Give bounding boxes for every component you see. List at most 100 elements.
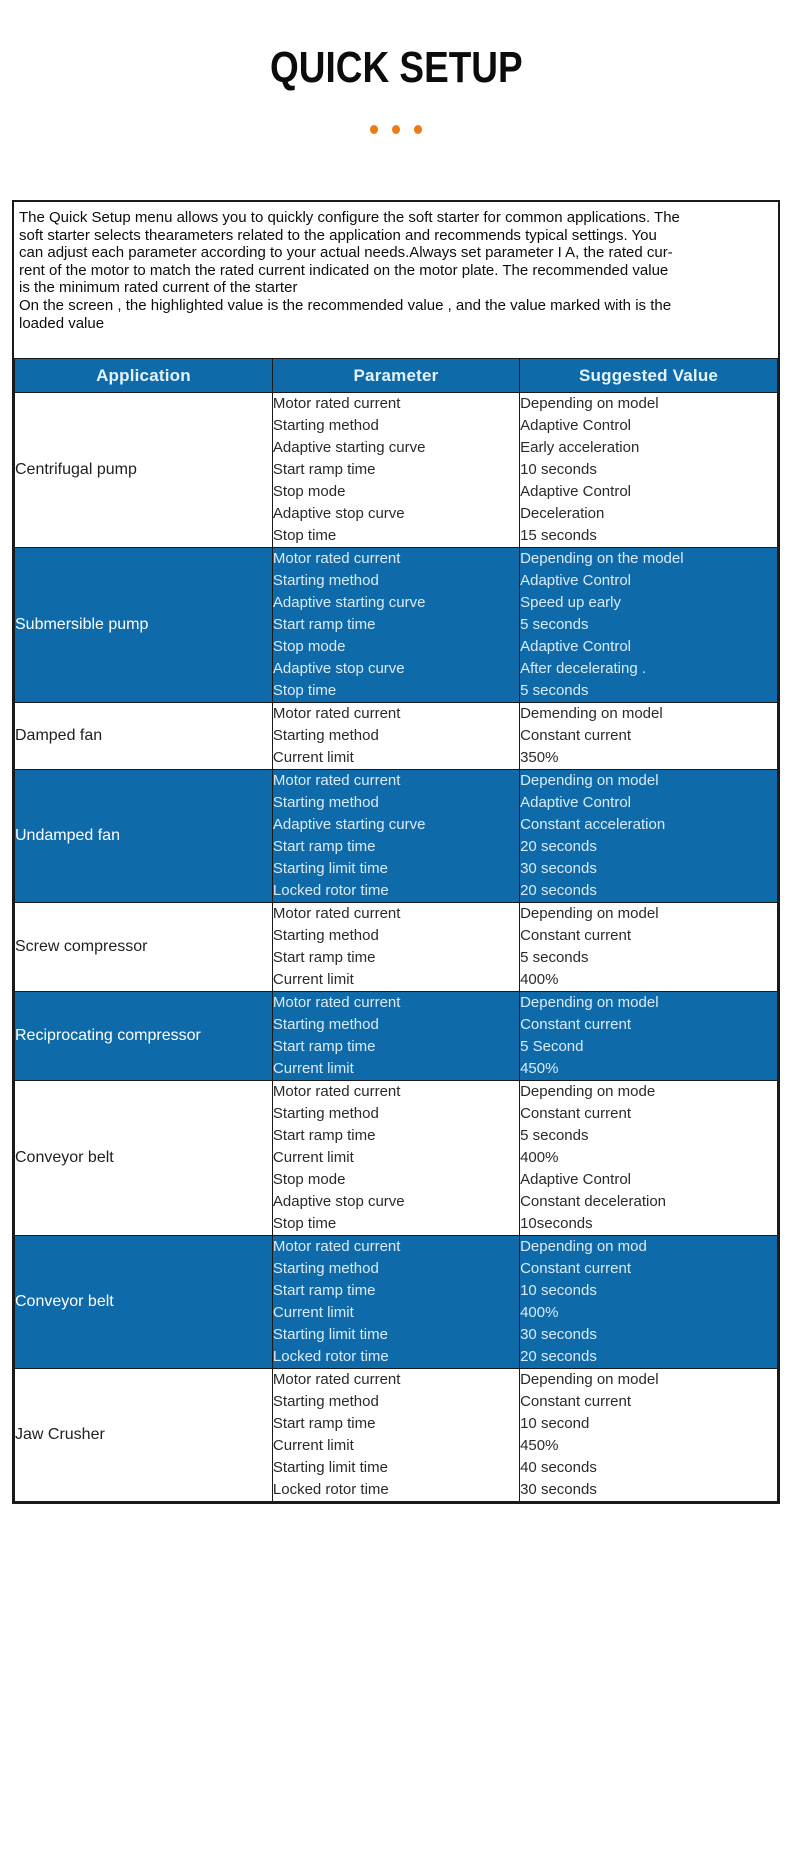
parameter-line: Starting method	[272, 417, 379, 435]
parameter-line: Motor rated current	[272, 395, 401, 413]
parameter-line: Starting limit time	[272, 1326, 388, 1344]
table-header-row: Application Parameter Suggested Value	[14, 358, 778, 394]
parameter-line: Starting method	[272, 572, 379, 590]
application-name: Jaw Crusher	[15, 1426, 105, 1444]
parameter-line: Motor rated current	[272, 1238, 401, 1256]
parameter-line: Motor rated current	[272, 905, 401, 923]
parameter-line: Adaptive stop curve	[272, 660, 405, 678]
parameter-line: Motor rated current	[272, 1371, 401, 1389]
value-line: 400%	[520, 1149, 559, 1167]
parameter-line: Locked rotor time	[272, 1481, 389, 1499]
parameter-line: Stop time	[272, 682, 337, 700]
page-title: QUICK SETUP	[0, 46, 792, 90]
parameter-line: Current limit	[272, 1060, 354, 1078]
table-row: Jaw Crusher Motor rated current Starting m…	[14, 1368, 778, 1503]
parameter-line: Start ramp time	[272, 1038, 376, 1056]
intro-line: is the minimum rated current of the star…	[19, 279, 298, 297]
value-line: Adaptive Control	[520, 794, 631, 812]
value-line: Constant current	[520, 727, 631, 745]
application-name: Submersible pump	[15, 616, 149, 634]
value-line: Constant current	[520, 1105, 631, 1123]
intro-line: soft starter selects thearameters relate…	[19, 226, 657, 244]
parameter-line: Motor rated current	[272, 772, 401, 790]
parameter-line: Starting limit time	[272, 860, 388, 878]
suggested-value-cell: Depending on model Constant current 10 sec…	[519, 1368, 778, 1503]
parameter-line: Current limit	[272, 1149, 354, 1167]
table-row: Submersible pump Motor rated current Start…	[14, 547, 778, 704]
table-row: Conveyor belt Motor rated current Starting…	[14, 1080, 778, 1237]
parameter-cell: Motor rated current Starting method Start …	[271, 1235, 521, 1370]
value-line: Speed up early	[520, 594, 621, 612]
value-line: Depending on model	[520, 905, 659, 923]
suggested-value-cell: Depending on mode Constant current 5 secon…	[519, 1080, 778, 1237]
value-line: 5 seconds	[520, 682, 589, 700]
parameter-cell: Motor rated current Starting method Start …	[271, 1080, 521, 1237]
parameter-line: Start ramp time	[272, 949, 376, 967]
application-cell: Jaw Crusher	[14, 1368, 273, 1503]
application-cell: Undamped fan	[14, 769, 273, 904]
value-line: 40 seconds	[520, 1459, 597, 1477]
parameter-line: Current limit	[272, 749, 354, 767]
parameter-line: Motor rated current	[272, 1083, 401, 1101]
table-body: Centrifugal pump Motor rated current Start…	[14, 392, 778, 1503]
parameter-line: Stop time	[272, 527, 337, 545]
value-line: After decelerating .	[520, 660, 646, 678]
value-line: 10 second	[520, 1415, 590, 1433]
parameter-line: Locked rotor time	[272, 882, 389, 900]
application-cell: Conveyor belt	[14, 1080, 273, 1237]
value-line: 20 seconds	[520, 1348, 597, 1366]
value-line: Depending on model	[520, 994, 659, 1012]
value-line: Constant acceleration	[520, 816, 666, 834]
application-name: Reciprocating compressor	[15, 1027, 201, 1045]
suggested-value-cell: Depending on model Constant current 5 Seco…	[519, 991, 778, 1082]
parameter-line: Motor rated current	[272, 550, 401, 568]
parameter-line: Stop mode	[272, 638, 346, 656]
dot-icon	[414, 124, 422, 134]
parameter-line: Stop mode	[272, 483, 346, 501]
parameter-line: Stop time	[272, 1215, 337, 1233]
value-line: 20 seconds	[520, 838, 597, 856]
parameter-line: Starting method	[272, 794, 379, 812]
value-line: 30 seconds	[520, 1481, 597, 1499]
value-line: Depending on mod	[520, 1238, 647, 1256]
table-row: Conveyor belt Motor rated current Starting…	[14, 1235, 778, 1370]
value-line: 5 Second	[520, 1038, 584, 1056]
content-panel: The Quick Setup menu allows you to quick…	[12, 200, 780, 1505]
parameter-line: Start ramp time	[272, 1127, 376, 1145]
value-line: Adaptive Control	[520, 417, 631, 435]
value-line: Constant deceleration	[520, 1193, 667, 1211]
value-line: 450%	[520, 1060, 559, 1078]
value-line: 15 seconds	[520, 527, 597, 545]
page-title-text: QUICK SETUP	[269, 43, 523, 92]
parameter-line: Starting method	[272, 1260, 379, 1278]
value-line: Early acceleration	[520, 439, 640, 457]
value-line: 5 seconds	[520, 616, 589, 634]
value-line: Depending on the model	[520, 550, 684, 568]
suggested-value-cell: Depending on the model Adaptive Control Sp…	[519, 547, 778, 704]
application-name: Screw compressor	[15, 938, 148, 956]
value-line: 450%	[520, 1437, 559, 1455]
dot-icon	[392, 124, 400, 134]
application-name: Damped fan	[15, 727, 103, 745]
value-line: Deceleration	[520, 505, 605, 523]
value-line: Adaptive Control	[520, 572, 631, 590]
parameter-line: Motor rated current	[272, 994, 401, 1012]
parameter-line: Starting limit time	[272, 1459, 388, 1477]
parameter-line: Current limit	[272, 971, 354, 989]
parameter-line: Adaptive stop curve	[272, 1193, 405, 1211]
value-line: Depending on model	[520, 395, 659, 413]
column-header-suggested-value: Suggested Value	[519, 358, 778, 394]
value-line: 20 seconds	[520, 882, 597, 900]
intro-line: The Quick Setup menu allows you to quick…	[19, 209, 680, 226]
parameter-cell: Motor rated current Starting method Start …	[271, 902, 521, 993]
value-line: 30 seconds	[520, 1326, 597, 1344]
application-cell: Submersible pump	[14, 547, 273, 704]
suggested-value-cell: Depending on model Adaptive Control Consta…	[519, 769, 778, 904]
intro-text: The Quick Setup menu allows you to quick…	[14, 202, 778, 332]
application-name: Conveyor belt	[15, 1149, 114, 1167]
title-dots	[0, 124, 792, 134]
parameter-line: Start ramp time	[272, 1282, 376, 1300]
value-line: Constant current	[520, 1260, 631, 1278]
table-row: Reciprocating compressor Motor rated curr…	[14, 991, 778, 1082]
value-line: Constant current	[520, 1016, 631, 1034]
